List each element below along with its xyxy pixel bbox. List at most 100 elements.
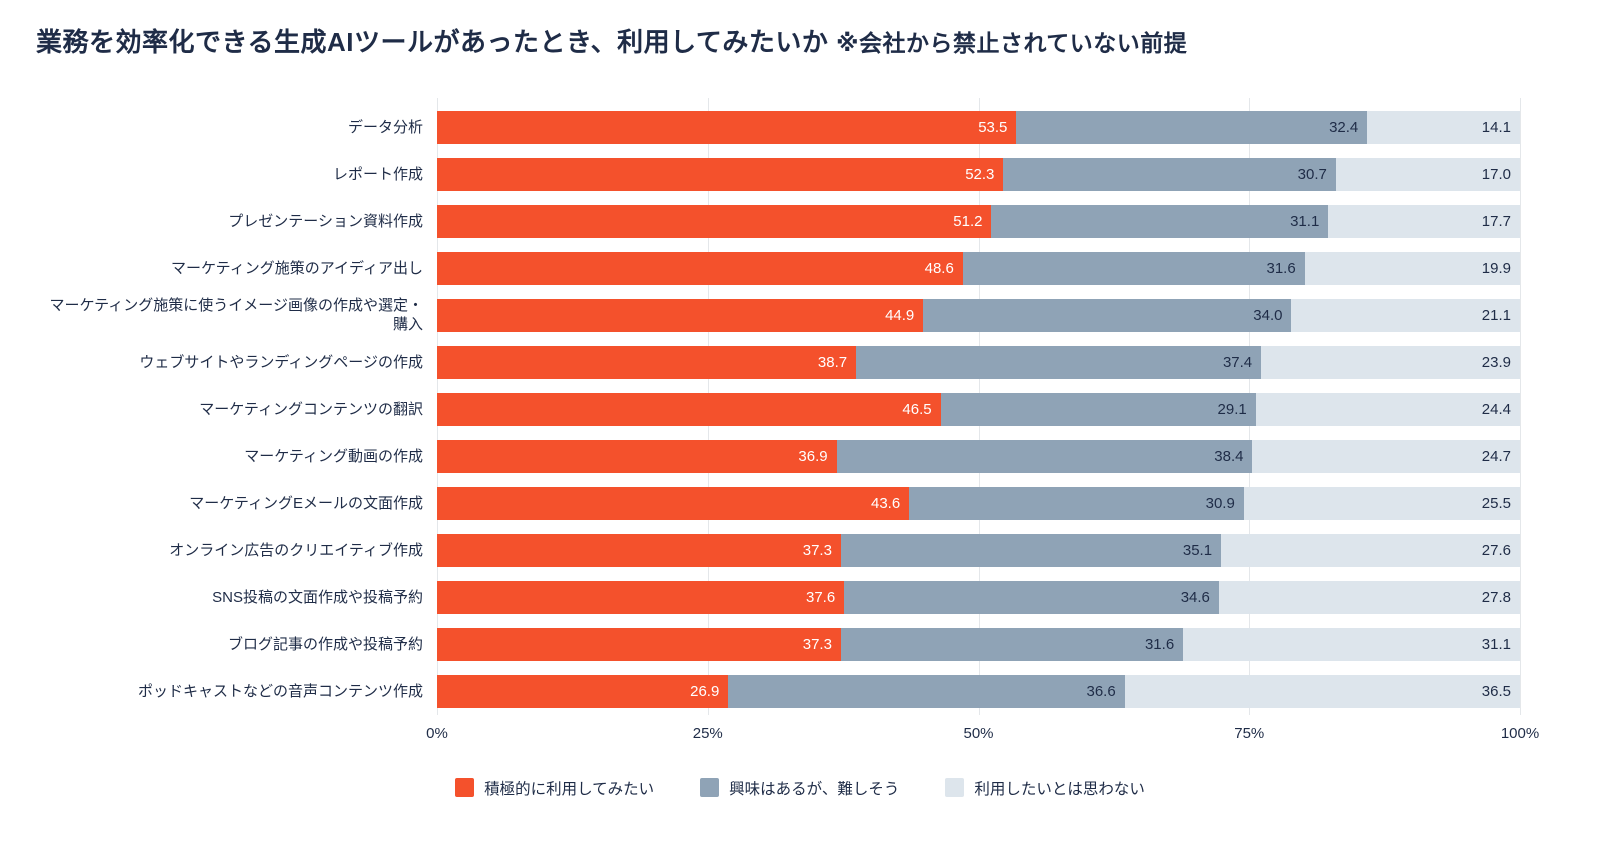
- category-label: マーケティング施策のアイディア出し: [170, 259, 423, 277]
- value-label: 53.5: [978, 118, 1008, 136]
- bar-segment-2: 17.7: [1328, 204, 1520, 238]
- value-label: 24.4: [1481, 400, 1511, 418]
- bar-segment-0: 46.5: [437, 392, 941, 426]
- value-label: 31.6: [1266, 259, 1296, 277]
- category-label: ポッドキャストなどの音声コンテンツ作成: [137, 682, 423, 700]
- value-label: 31.6: [1144, 635, 1175, 653]
- bar-row: マーケティングEメールの文面作成 43.6 30.9 25.5: [36, 480, 1564, 527]
- bar-segment-0: 37.3: [437, 627, 841, 661]
- bar-segment-1: 37.4: [856, 345, 1262, 379]
- bar-track: 46.5 29.1 24.4: [437, 392, 1520, 426]
- value-label: 44.9: [885, 306, 915, 324]
- bar-segment-0: 51.2: [437, 204, 992, 238]
- bar-row: ウェブサイトやランディングページの作成 38.7 37.4 23.9: [36, 339, 1564, 386]
- bar-segment-2: 36.5: [1124, 674, 1520, 708]
- value-label: 24.7: [1481, 447, 1511, 465]
- bar-segment-1: 38.4: [836, 439, 1253, 473]
- bar-segment-2: 27.8: [1218, 580, 1520, 614]
- bar-segment-2: 14.1: [1367, 110, 1520, 144]
- value-label: 46.5: [902, 400, 932, 418]
- legend-item: 利用したいとは思わない: [945, 777, 1145, 799]
- bar-segment-2: 17.0: [1335, 157, 1520, 191]
- value-label: 31.1: [1481, 635, 1511, 653]
- legend-label: 積極的に利用してみたい: [484, 780, 655, 798]
- bar-segment-0: 38.7: [437, 345, 857, 379]
- value-label: 25.5: [1481, 494, 1511, 512]
- bar-segment-2: 19.9: [1304, 251, 1520, 285]
- category-label: レポート作成: [332, 165, 423, 183]
- bar-track: 37.3 31.6 31.1: [437, 627, 1520, 661]
- bar-row: マーケティング施策に使うイメージ画像の作成や選定・購入 44.9 34.0 21.1: [36, 292, 1564, 339]
- category-label: オンライン広告のクリエイティブ作成: [169, 541, 423, 559]
- bar-track: 38.7 37.4 23.9: [437, 345, 1520, 379]
- bar-rows: データ分析 53.5 32.4 14.1 レポート作成 52.3 30.7 17.0 プレゼンテ…: [36, 104, 1564, 715]
- category-label: ブログ記事の作成や投稿予約: [227, 635, 423, 653]
- bar-row: マーケティングコンテンツの翻訳 46.5 29.1 24.4: [36, 386, 1564, 433]
- bar-segment-0: 26.9: [437, 674, 729, 708]
- value-label: 19.9: [1481, 259, 1511, 277]
- value-label: 29.1: [1217, 400, 1247, 418]
- value-label: 26.9: [690, 682, 720, 700]
- legend-swatch-icon: [945, 778, 965, 798]
- bar-track: 36.9 38.4 24.7: [437, 439, 1520, 473]
- bar-segment-0: 37.3: [437, 533, 841, 567]
- bar-segment-1: 35.1: [840, 533, 1222, 567]
- x-tick-label: 100%: [1500, 724, 1540, 742]
- bar-segment-2: 21.1: [1291, 298, 1520, 332]
- bar-segment-1: 34.6: [844, 580, 1219, 614]
- value-label: 37.4: [1222, 353, 1253, 371]
- bar-row: レポート作成 52.3 30.7 17.0: [36, 151, 1564, 198]
- bar-segment-1: 31.6: [840, 627, 1184, 661]
- bar-track: 43.6 30.9 25.5: [437, 486, 1520, 520]
- value-label: 34.0: [1253, 306, 1283, 324]
- bar-segment-1: 31.6: [962, 251, 1305, 285]
- category-label: プレゼンテーション資料作成: [228, 212, 423, 230]
- value-label: 32.4: [1329, 118, 1359, 136]
- bar-row: オンライン広告のクリエイティブ作成 37.3 35.1 27.6: [36, 527, 1564, 574]
- value-label: 38.7: [817, 353, 848, 371]
- bar-segment-0: 36.9: [437, 439, 837, 473]
- bar-row: プレゼンテーション資料作成 51.2 31.1 17.7: [36, 198, 1564, 245]
- value-label: 21.1: [1481, 306, 1511, 324]
- bar-track: 48.6 31.6 19.9: [437, 251, 1520, 285]
- legend-swatch-icon: [455, 778, 475, 798]
- value-label: 37.3: [802, 635, 832, 653]
- bar-segment-1: 32.4: [1016, 110, 1368, 144]
- legend-item: 興味はあるが、難しそう: [700, 777, 899, 799]
- bar-track: 26.9 36.6 36.5: [437, 674, 1520, 708]
- bar-row: データ分析 53.5 32.4 14.1: [36, 104, 1564, 151]
- value-label: 36.9: [798, 447, 828, 465]
- value-label: 37.3: [802, 541, 832, 559]
- bar-segment-0: 43.6: [437, 486, 910, 520]
- value-label: 48.6: [924, 259, 954, 277]
- value-label: 51.2: [953, 212, 983, 230]
- bar-row: ポッドキャストなどの音声コンテンツ作成 26.9 36.6 36.5: [36, 668, 1564, 715]
- category-label: マーケティングEメールの文面作成: [189, 494, 423, 512]
- category-label: マーケティングコンテンツの翻訳: [199, 400, 423, 418]
- bar-track: 37.3 35.1 27.6: [437, 533, 1520, 567]
- legend-label: 興味はあるが、難しそう: [729, 780, 900, 798]
- value-label: 17.7: [1481, 212, 1511, 230]
- value-label: 38.4: [1214, 447, 1244, 465]
- value-label: 14.1: [1481, 118, 1511, 136]
- value-label: 30.9: [1205, 494, 1235, 512]
- value-label: 34.6: [1180, 588, 1210, 606]
- value-label: 35.1: [1182, 541, 1213, 559]
- bar-segment-0: 44.9: [437, 298, 924, 332]
- bar-segment-2: 24.4: [1255, 392, 1520, 426]
- bar-segment-0: 37.6: [437, 580, 845, 614]
- category-label: マーケティング施策に使うイメージ画像の作成や選定・購入: [49, 296, 423, 334]
- value-label: 27.8: [1481, 588, 1511, 606]
- category-label: ウェブサイトやランディングページの作成: [139, 353, 423, 371]
- bar-segment-2: 31.1: [1183, 627, 1520, 661]
- value-label: 37.6: [806, 588, 836, 606]
- category-label: データ分析: [347, 118, 423, 136]
- legend-item: 積極的に利用してみたい: [455, 777, 654, 799]
- bar-segment-1: 30.9: [909, 486, 1244, 520]
- legend-label: 利用したいとは思わない: [974, 780, 1145, 798]
- legend: 積極的に利用してみたい 興味はあるが、難しそう 利用したいとは思わない: [36, 777, 1564, 799]
- chart-title-note: ※会社から禁止されていない前提: [836, 30, 1188, 56]
- bar-segment-1: 34.0: [923, 298, 1292, 332]
- bar-segment-1: 31.1: [991, 204, 1329, 238]
